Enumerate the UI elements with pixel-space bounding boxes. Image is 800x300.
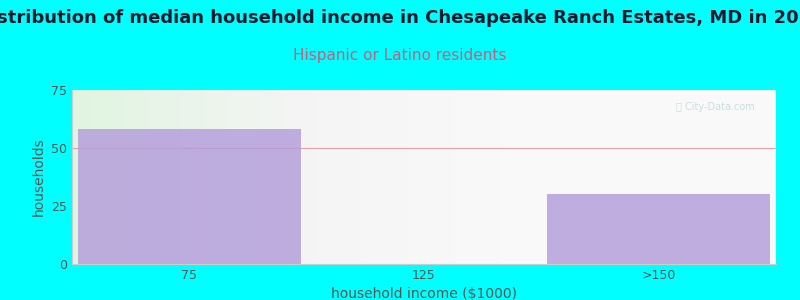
X-axis label: household income ($1000): household income ($1000): [331, 287, 517, 300]
Bar: [78, 129, 301, 264]
Text: Hispanic or Latino residents: Hispanic or Latino residents: [294, 48, 506, 63]
Bar: [547, 194, 770, 264]
Text: Distribution of median household income in Chesapeake Ranch Estates, MD in 2022: Distribution of median household income …: [0, 9, 800, 27]
Y-axis label: households: households: [31, 138, 46, 216]
Text: ⦿ City-Data.com: ⦿ City-Data.com: [676, 102, 755, 112]
